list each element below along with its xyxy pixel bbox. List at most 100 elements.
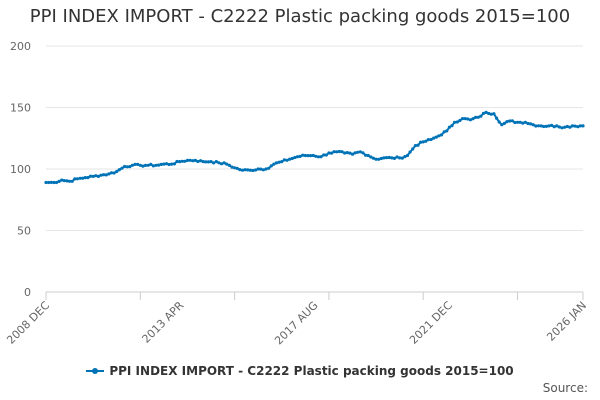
data-point[interactable] [267,166,271,170]
data-point[interactable] [479,114,483,118]
data-point[interactable] [565,124,569,129]
data-point[interactable] [157,163,161,167]
data-point[interactable] [319,155,323,159]
data-point[interactable] [536,124,541,128]
data-point[interactable] [104,173,108,177]
data-point[interactable] [112,171,116,175]
data-point[interactable] [222,161,226,165]
data-point[interactable] [261,168,265,172]
data-point[interactable] [217,161,221,165]
data-point[interactable] [109,171,114,175]
data-point[interactable] [437,134,441,138]
data-point[interactable] [573,124,577,128]
data-point[interactable] [408,150,412,154]
data-point[interactable] [552,125,556,129]
data-point[interactable] [204,160,208,164]
data-point[interactable] [350,152,355,156]
data-point[interactable] [219,162,224,166]
data-point[interactable] [419,140,423,144]
data-point[interactable] [316,155,320,159]
legend[interactable]: PPI INDEX IMPORT - C2222 Plastic packing… [0,364,600,378]
data-point[interactable] [133,162,137,166]
data-point[interactable] [505,120,509,124]
data-point[interactable] [206,160,210,164]
data-point[interactable] [568,125,572,129]
data-point[interactable] [497,120,501,124]
data-point[interactable] [521,121,525,125]
data-point[interactable] [311,153,315,158]
data-point[interactable] [164,162,169,166]
data-point[interactable] [421,140,425,144]
data-point[interactable] [201,160,205,164]
data-point[interactable] [180,159,184,163]
data-point[interactable] [225,162,229,166]
data-point[interactable] [466,117,470,121]
data-point[interactable] [547,124,551,128]
data-point[interactable] [474,115,478,119]
data-point[interactable] [102,173,106,177]
data-point[interactable] [60,178,64,182]
data-point[interactable] [531,123,535,127]
data-point[interactable] [364,153,368,157]
data-point[interactable] [489,112,493,116]
data-point[interactable] [303,153,307,158]
data-point[interactable] [196,159,200,164]
data-point[interactable] [49,180,53,184]
data-point[interactable] [256,167,260,171]
data-point[interactable] [327,151,331,155]
data-point[interactable] [508,119,512,123]
data-point[interactable] [272,162,276,166]
data-point[interactable] [81,176,85,180]
data-point[interactable] [570,124,575,128]
data-point[interactable] [476,115,480,119]
data-point[interactable] [445,129,449,133]
data-point[interactable] [70,179,74,183]
data-point[interactable] [170,162,174,166]
data-point[interactable] [335,150,339,154]
data-point[interactable] [395,155,399,159]
data-point[interactable] [159,162,163,166]
data-point[interactable] [379,156,383,161]
data-point[interactable] [384,156,389,160]
data-point[interactable] [492,112,496,116]
data-point[interactable] [447,125,451,129]
data-point[interactable] [581,124,585,128]
data-point[interactable] [280,160,284,164]
data-point[interactable] [340,150,344,154]
data-point[interactable] [251,168,255,173]
data-point[interactable] [434,135,438,139]
data-point[interactable] [371,156,375,160]
data-point[interactable] [185,158,190,162]
data-point[interactable] [348,151,352,155]
data-point[interactable] [167,162,171,167]
data-point[interactable] [295,155,300,159]
data-point[interactable] [75,177,79,181]
data-point[interactable] [117,168,121,172]
data-point[interactable] [188,158,192,162]
data-point[interactable] [146,163,150,167]
data-point[interactable] [209,160,213,164]
data-point[interactable] [99,173,103,177]
data-point[interactable] [487,111,491,116]
data-point[interactable] [526,121,530,126]
data-point[interactable] [398,156,402,160]
data-point[interactable] [411,147,415,151]
data-point[interactable] [353,151,357,155]
data-point[interactable] [523,120,528,124]
data-point[interactable] [534,124,538,128]
data-point[interactable] [230,165,234,169]
data-point[interactable] [233,166,237,170]
data-point[interactable] [52,180,56,185]
data-point[interactable] [374,157,378,161]
data-point[interactable] [94,174,98,178]
data-point[interactable] [199,159,203,163]
data-point[interactable] [403,155,407,159]
data-point[interactable] [293,155,297,160]
data-point[interactable] [125,165,129,169]
data-point[interactable] [130,163,134,167]
data-point[interactable] [369,155,373,159]
data-point[interactable] [151,164,155,168]
data-point[interactable] [172,162,176,166]
data-point[interactable] [290,156,294,161]
data-point[interactable] [136,162,140,166]
